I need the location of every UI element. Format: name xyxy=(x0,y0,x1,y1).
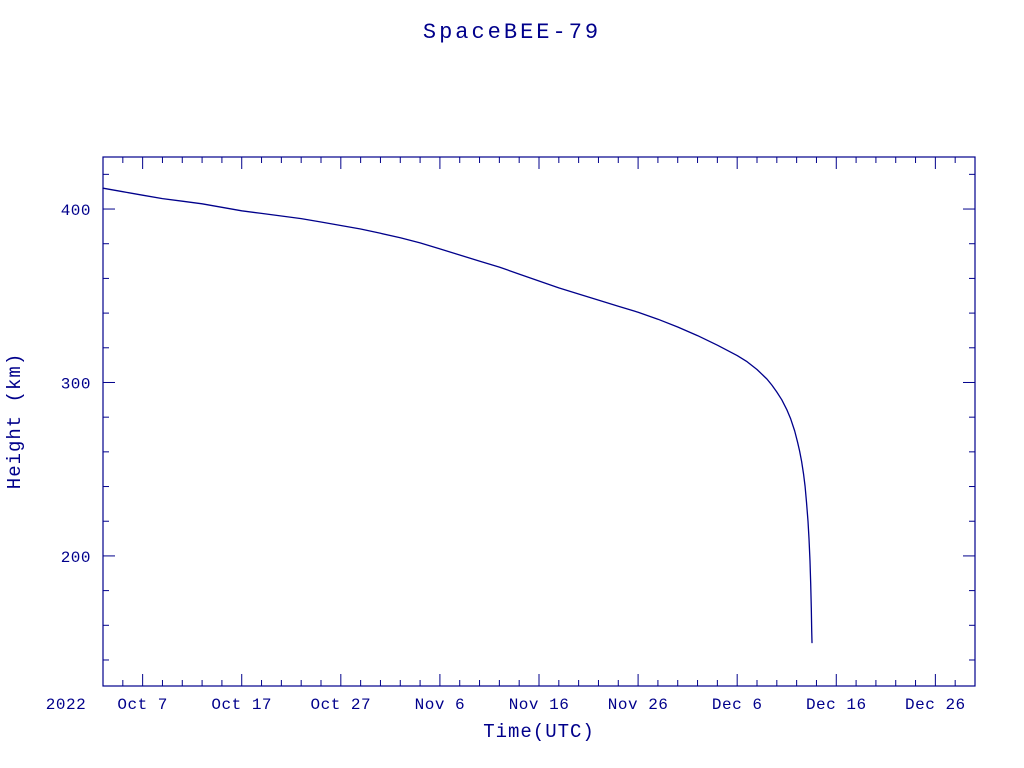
x-tick-label: Dec 16 xyxy=(806,696,867,714)
x-axis-label: Time(UTC) xyxy=(483,721,595,743)
plot-frame xyxy=(102,156,976,687)
x-tick-label: Nov 26 xyxy=(608,696,669,714)
y-tick-label: 300 xyxy=(61,375,91,393)
y-tick-label: 400 xyxy=(61,202,91,220)
x-tick-label: Dec 26 xyxy=(905,696,966,714)
height-decay-curve xyxy=(102,187,813,644)
x-axis-year-label: 2022 xyxy=(46,696,86,714)
y-axis-label: Height (km) xyxy=(4,353,26,489)
x-tick-label: Nov 16 xyxy=(509,696,570,714)
x-tick-label: Nov 6 xyxy=(415,696,466,714)
chart-title: SpaceBEE-79 xyxy=(423,20,601,45)
y-tick-label: 200 xyxy=(61,549,91,567)
x-tick-label: Oct 17 xyxy=(211,696,272,714)
x-tick-label: Oct 7 xyxy=(117,696,168,714)
x-tick-label: Dec 6 xyxy=(712,696,763,714)
x-tick-label: Oct 27 xyxy=(311,696,372,714)
